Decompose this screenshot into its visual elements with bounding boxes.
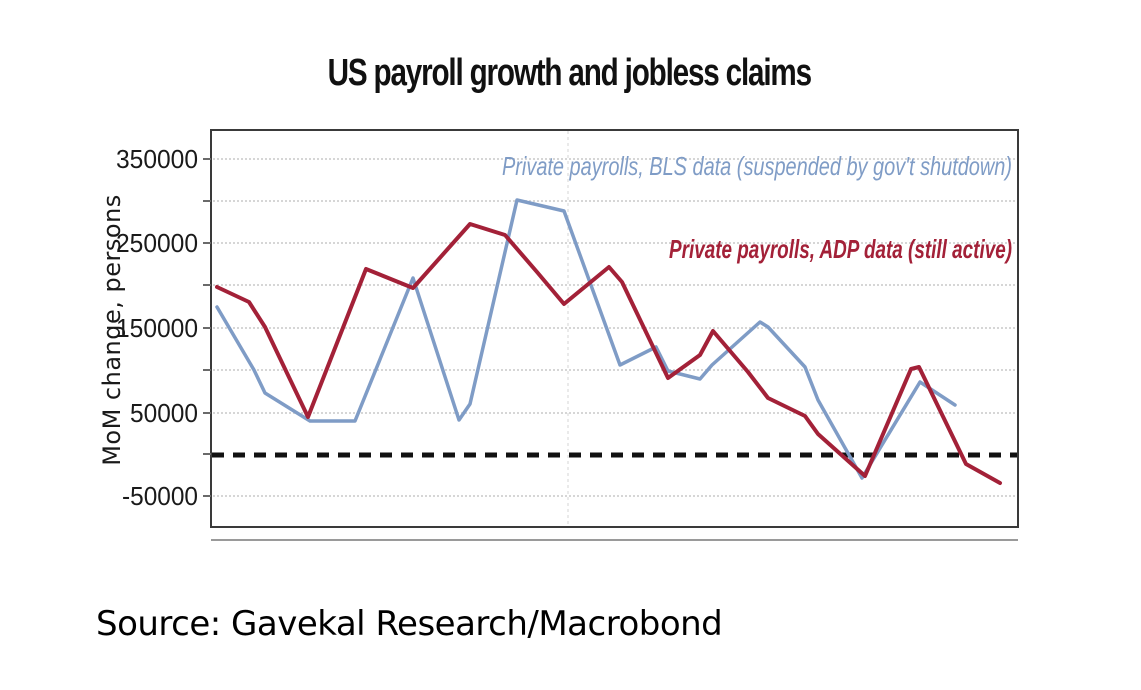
legend-bls-label: Private payrolls, BLS data (suspended by…	[502, 151, 1012, 181]
y-tick-350000: 350000	[116, 144, 198, 174]
y-tick-150000: 150000	[116, 313, 198, 343]
y-tick-labels: 350000 250000 150000 50000 -50000	[116, 144, 198, 511]
chart-title: US payroll growth and jobless claims	[327, 52, 812, 94]
gridlines	[213, 158, 1016, 497]
y-tick-minus-50000: -50000	[122, 481, 198, 511]
series-adp-line	[215, 222, 1002, 485]
y-tick-250000: 250000	[116, 228, 198, 258]
legend-adp-label: Private payrolls, ADP data (still active…	[669, 234, 1012, 264]
y-tick-50000: 50000	[130, 398, 198, 428]
source-caption: Source: Gavekal Research/Macrobond	[96, 604, 723, 644]
y-tick-marks	[203, 158, 211, 497]
series-bls-line	[215, 198, 957, 480]
